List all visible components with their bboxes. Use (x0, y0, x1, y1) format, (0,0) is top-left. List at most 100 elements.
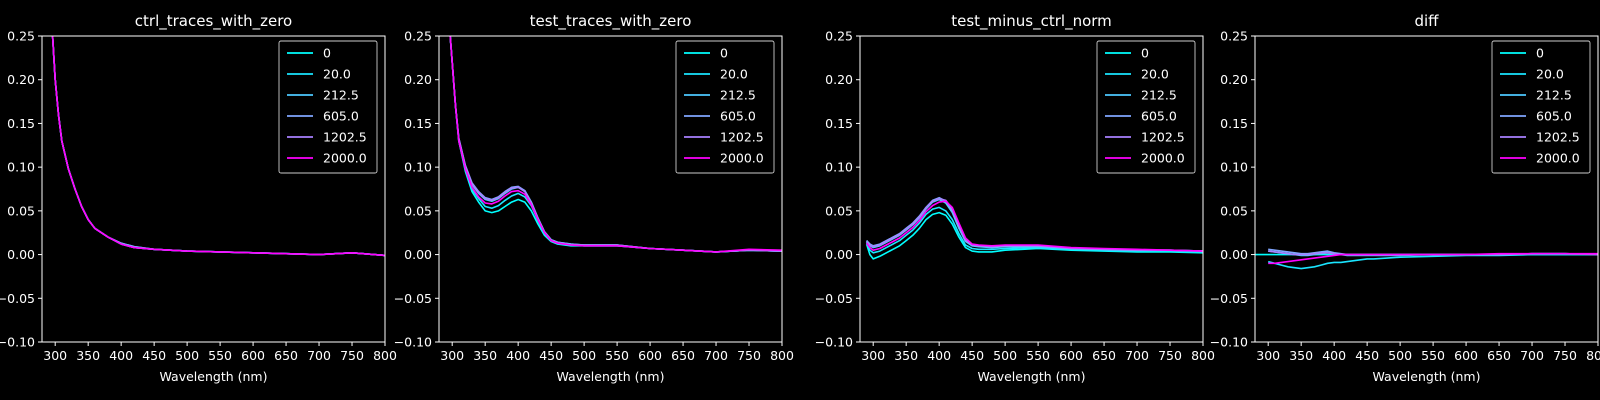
y-tick-label: 0.10 (404, 160, 432, 175)
x-tick-label: 600 (1059, 348, 1083, 363)
series-line (865, 200, 1203, 252)
y-tick-label: 0.25 (825, 29, 853, 44)
legend-entry: 2000.0 (1536, 151, 1580, 166)
x-tick-label: 450 (142, 348, 166, 363)
x-tick-label: 500 (572, 348, 596, 363)
legend: 0 20.0 212.5 605.0 1202.5 2000.0 (675, 40, 775, 174)
y-tick-label: 0.20 (7, 72, 35, 87)
x-tick-label: 750 (340, 348, 364, 363)
x-tick-label: 700 (307, 348, 331, 363)
y-tick-label: 0.10 (1220, 160, 1248, 175)
y-tick-label: −0.05 (1210, 291, 1248, 306)
x-tick-label: 700 (704, 348, 728, 363)
legend-entry: 212.5 (323, 88, 359, 103)
legend-entry: 0 (323, 46, 331, 61)
x-axis-label: Wavelength (nm) (557, 369, 665, 384)
y-tick-label: 0.00 (404, 247, 432, 262)
legend-entry: 1202.5 (720, 130, 764, 145)
legend-entry: 1202.5 (1536, 130, 1580, 145)
y-tick-label: 0.00 (825, 247, 853, 262)
legend-entry: 605.0 (720, 109, 756, 124)
y-tick-label: 0.15 (825, 116, 853, 131)
legend-entry: 20.0 (720, 67, 748, 82)
x-tick-label: 550 (1421, 348, 1445, 363)
y-tick-label: 0.05 (825, 203, 853, 218)
x-tick-label: 450 (960, 348, 984, 363)
x-tick-label: 750 (1158, 348, 1182, 363)
x-axis-label: Wavelength (nm) (160, 369, 268, 384)
chart-title: test_minus_ctrl_norm (951, 12, 1112, 31)
x-axis-label: Wavelength (nm) (1373, 369, 1481, 384)
legend: 0 20.0 212.5 605.0 1202.5 2000.0 (1491, 40, 1591, 174)
series-line (865, 206, 1203, 254)
x-tick-label: 600 (638, 348, 662, 363)
y-tick-label: 0.00 (1220, 247, 1248, 262)
x-tick-label: 700 (1520, 348, 1544, 363)
y-tick-label: 0.15 (404, 116, 432, 131)
x-tick-label: 650 (1487, 348, 1511, 363)
axes-frame (859, 35, 1204, 343)
x-tick-label: 400 (506, 348, 530, 363)
x-tick-label: 350 (76, 348, 100, 363)
legend-entry: 212.5 (720, 88, 756, 103)
legend-entry: 605.0 (1141, 109, 1177, 124)
legend-entry: 1202.5 (323, 130, 367, 145)
chart-title: ctrl_traces_with_zero (135, 12, 292, 31)
legend-entry: 0 (1141, 46, 1149, 61)
series-line (866, 196, 1203, 252)
chart-panel: ctrl_traces_with_zero 300 350 400 450 500 550 6… (0, 12, 397, 384)
legend-entry: 605.0 (1536, 109, 1572, 124)
legend-entry: 20.0 (1141, 67, 1169, 82)
series-line (865, 211, 1203, 260)
x-tick-label: 500 (1388, 348, 1412, 363)
x-tick-label: 800 (1586, 348, 1600, 363)
y-tick-label: 0.15 (7, 116, 35, 131)
x-tick-label: 450 (1355, 348, 1379, 363)
x-tick-label: 400 (927, 348, 951, 363)
chart-panel: diff 300 350 400 450 500 550 600 650 700 750 800 −0.… (1210, 12, 1600, 384)
y-tick-label: 0.05 (1220, 203, 1248, 218)
series-line (51, 36, 385, 257)
x-tick-label: 600 (241, 348, 265, 363)
x-tick-label: 350 (894, 348, 918, 363)
y-tick-label: −0.10 (1210, 335, 1248, 350)
y-tick-label: 0.25 (7, 29, 35, 44)
legend: 0 20.0 212.5 605.0 1202.5 2000.0 (1096, 40, 1196, 174)
legend-entry: 20.0 (1536, 67, 1564, 82)
y-tick-label: 0.05 (7, 203, 35, 218)
x-tick-label: 500 (175, 348, 199, 363)
y-tick-label: 0.10 (825, 160, 853, 175)
x-tick-label: 800 (1191, 348, 1215, 363)
chart-title: test_traces_with_zero (530, 12, 692, 31)
x-tick-label: 550 (208, 348, 232, 363)
y-tick-label: −0.05 (0, 291, 35, 306)
x-tick-label: 800 (373, 348, 397, 363)
x-tick-label: 650 (671, 348, 695, 363)
x-tick-label: 550 (605, 348, 629, 363)
x-tick-label: 800 (770, 348, 794, 363)
x-tick-label: 500 (993, 348, 1017, 363)
x-tick-label: 300 (861, 348, 885, 363)
axes-frame (438, 35, 783, 343)
series-line (1268, 252, 1598, 265)
y-tick-label: −0.10 (0, 335, 35, 350)
x-tick-label: 350 (473, 348, 497, 363)
y-tick-label: −0.10 (394, 335, 432, 350)
series-line (1268, 253, 1598, 270)
y-tick-label: 0.00 (7, 247, 35, 262)
x-tick-label: 300 (43, 348, 67, 363)
y-tick-label: 0.20 (825, 72, 853, 87)
legend-entry: 2000.0 (1141, 151, 1185, 166)
x-tick-label: 650 (1092, 348, 1116, 363)
chart-title: diff (1414, 12, 1439, 30)
axes-frame (41, 35, 386, 343)
legend-entry: 2000.0 (323, 151, 367, 166)
legend: 0 20.0 212.5 605.0 1202.5 2000.0 (278, 40, 378, 174)
y-tick-label: 0.05 (404, 203, 432, 218)
legend-entry: 2000.0 (720, 151, 764, 166)
y-tick-label: −0.05 (394, 291, 432, 306)
x-tick-label: 700 (1125, 348, 1149, 363)
x-tick-label: 650 (274, 348, 298, 363)
x-tick-label: 300 (1256, 348, 1280, 363)
